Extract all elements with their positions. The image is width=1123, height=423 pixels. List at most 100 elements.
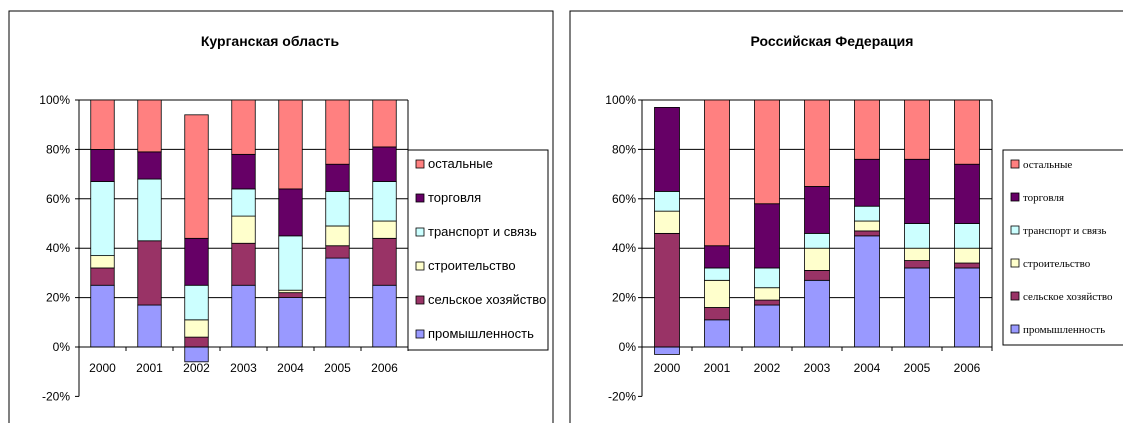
right-y-tick-label: 0% bbox=[619, 340, 637, 354]
right-legend-label: сельское хозяйство bbox=[1023, 291, 1113, 303]
left-x-tick-label: 2004 bbox=[277, 361, 304, 375]
left-y-tick-label: 60% bbox=[46, 192, 70, 206]
left-bar-segment bbox=[278, 235, 303, 291]
left-bar-segment bbox=[231, 153, 256, 190]
left-legend-swatch bbox=[415, 261, 425, 271]
right-x-tick-label: 2000 bbox=[654, 361, 681, 375]
left-bar-segment bbox=[231, 188, 256, 217]
right-bar-segment bbox=[704, 267, 730, 281]
left-x-tick-label: 2005 bbox=[324, 361, 351, 375]
right-bar-segment bbox=[704, 99, 730, 247]
right-bar-segment bbox=[804, 99, 830, 187]
right-y-tick-label: 40% bbox=[612, 241, 636, 255]
left-legend-label: промышленность bbox=[428, 326, 534, 341]
right-bar-segment bbox=[954, 247, 980, 264]
right-legend-swatch bbox=[1010, 225, 1020, 235]
left-y-tick-label: -20% bbox=[42, 389, 70, 403]
right-bar-segment bbox=[854, 158, 880, 207]
left-x-tick-label: 2003 bbox=[230, 361, 257, 375]
left-bar-segment bbox=[231, 99, 256, 155]
right-y-tick-label: 100% bbox=[605, 93, 636, 107]
right-bar-segment bbox=[804, 186, 830, 234]
left-y-tick-label: 80% bbox=[46, 142, 70, 156]
left-bar-segment bbox=[90, 255, 115, 269]
right-bar-segment bbox=[854, 205, 880, 222]
right-y-tick-label: 20% bbox=[612, 291, 636, 305]
right-bar-segment bbox=[754, 304, 780, 348]
left-legend-swatch bbox=[415, 295, 425, 305]
right-bar-segment bbox=[704, 319, 730, 348]
right-bar-segment bbox=[954, 99, 980, 165]
right-y-tick-label: -20% bbox=[608, 389, 636, 403]
left-bar-segment bbox=[90, 99, 115, 150]
right-bar-segment bbox=[904, 260, 930, 269]
left-bar-segment bbox=[278, 297, 303, 348]
left-bar-segment bbox=[184, 336, 209, 348]
right-bar-segment bbox=[804, 232, 830, 249]
left-bar-segment bbox=[372, 99, 397, 148]
right-bar-segment bbox=[704, 279, 730, 308]
right-legend bbox=[1002, 149, 1123, 346]
right-bar-segment bbox=[954, 262, 980, 269]
left-bar-segment bbox=[184, 284, 209, 321]
left-bar-segment bbox=[278, 292, 303, 299]
left-legend-swatch bbox=[415, 329, 425, 339]
left-bar-segment bbox=[231, 284, 256, 348]
left-bar-segment bbox=[325, 99, 350, 165]
left-bar-segment bbox=[184, 114, 209, 239]
right-bar-segment bbox=[704, 245, 730, 269]
left-x-tick-label: 2001 bbox=[136, 361, 163, 375]
left-bar-segment bbox=[372, 146, 397, 182]
right-x-tick-label: 2004 bbox=[854, 361, 881, 375]
left-bar-segment bbox=[90, 284, 115, 348]
right-x-tick-label: 2003 bbox=[804, 361, 831, 375]
right-bar-segment bbox=[904, 223, 930, 249]
right-bar-segment bbox=[654, 190, 680, 212]
right-bar-segment bbox=[904, 267, 930, 348]
left-chart-title: Курганская область bbox=[201, 33, 340, 49]
right-bar-segment bbox=[904, 99, 930, 160]
left-x-tick-label: 2000 bbox=[89, 361, 116, 375]
left-legend-swatch bbox=[415, 193, 425, 203]
right-legend-swatch bbox=[1010, 258, 1020, 268]
right-legend-swatch bbox=[1010, 291, 1020, 301]
left-legend-label: сельское хозяйство bbox=[428, 292, 546, 307]
left-bar-segment bbox=[372, 220, 397, 239]
right-bar-segment bbox=[754, 287, 780, 301]
right-x-tick-label: 2005 bbox=[904, 361, 931, 375]
left-bar-segment bbox=[90, 181, 115, 257]
left-bar-segment bbox=[325, 163, 350, 192]
left-bar-segment bbox=[231, 242, 256, 286]
right-bar-segment bbox=[804, 247, 830, 271]
left-bar-segment bbox=[184, 237, 209, 286]
left-chart: -20% 0% 20% 40% 60% 80% 100% 2000 2001 2002 2003 20… bbox=[39, 93, 549, 403]
right-bar-segment bbox=[854, 230, 880, 237]
left-bar-segment bbox=[231, 215, 256, 244]
left-legend-label: остальные bbox=[428, 156, 493, 171]
right-legend-swatch bbox=[1010, 159, 1020, 169]
right-bar-segment bbox=[904, 158, 930, 224]
left-bar-segment bbox=[372, 284, 397, 348]
right-bar-segment bbox=[654, 232, 680, 348]
left-bar-segment bbox=[137, 99, 162, 153]
left-y-tick-label: 100% bbox=[39, 93, 70, 107]
left-y-tick-label: 20% bbox=[46, 291, 70, 305]
right-bar-segment bbox=[854, 235, 880, 348]
right-bar-segment bbox=[754, 203, 780, 269]
left-legend-label: строительство bbox=[428, 258, 516, 273]
right-bar-segment bbox=[854, 220, 880, 232]
right-legend-swatch bbox=[1010, 192, 1020, 202]
left-bar-segment bbox=[278, 188, 303, 237]
right-chart-title: Российская Федерация bbox=[751, 33, 914, 49]
left-bar-segment bbox=[137, 240, 162, 306]
left-bar-segment bbox=[325, 225, 350, 247]
right-bar-segment bbox=[804, 279, 830, 348]
right-bar-segment bbox=[754, 99, 780, 205]
right-x-tick-label: 2006 bbox=[954, 361, 981, 375]
right-bar-segment bbox=[704, 307, 730, 321]
right-bar-segment bbox=[954, 223, 980, 249]
left-legend-swatch bbox=[415, 159, 425, 169]
right-bar-segment bbox=[754, 267, 780, 289]
right-bar-segment bbox=[754, 299, 780, 306]
